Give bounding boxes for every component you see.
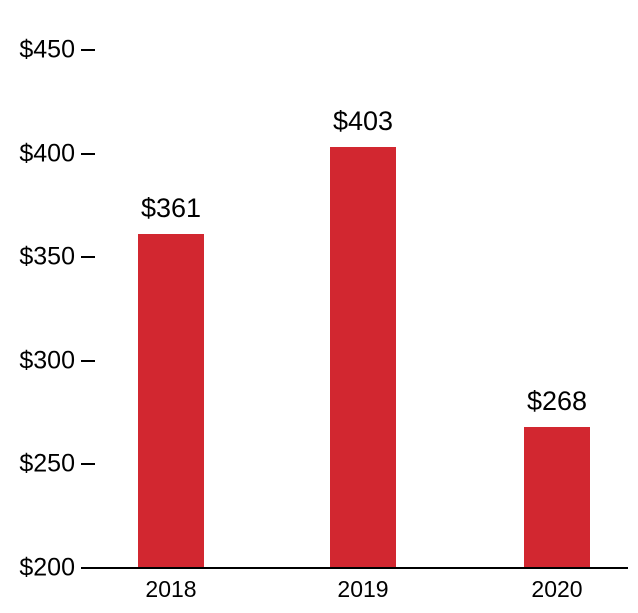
x-axis-line — [85, 567, 628, 569]
bar-chart: $200 $250 $300 $350 $400 $450 $361 2018 $403 2019… — [0, 0, 638, 613]
bar — [138, 234, 204, 568]
bar — [330, 147, 396, 568]
y-tick-label: $200 — [19, 554, 75, 583]
bar-value-label: $403 — [333, 106, 393, 137]
x-tick-label: 2018 — [145, 576, 196, 603]
bar-value-label: $268 — [527, 386, 587, 417]
x-tick-label: 2020 — [531, 576, 582, 603]
y-tick-label: $300 — [19, 346, 75, 375]
bar — [524, 427, 590, 568]
y-tick-dash — [81, 153, 95, 155]
y-tick-dash — [81, 463, 95, 465]
y-tick-label: $450 — [19, 36, 75, 65]
x-tick-label: 2019 — [337, 576, 388, 603]
y-tick-dash — [81, 256, 95, 258]
y-tick-label: $400 — [19, 139, 75, 168]
bar-value-label: $361 — [141, 193, 201, 224]
y-tick-dash — [81, 360, 95, 362]
y-tick-label: $250 — [19, 450, 75, 479]
y-tick-label: $350 — [19, 243, 75, 272]
y-tick-dash — [81, 49, 95, 51]
